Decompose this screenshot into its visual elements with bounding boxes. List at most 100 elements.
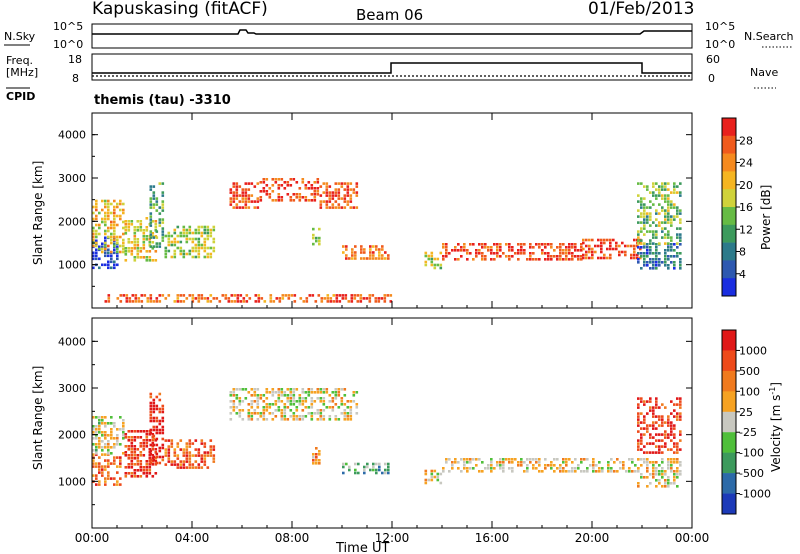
heatmap-cell (206, 297, 210, 300)
heatmap-cell (242, 297, 246, 300)
heatmap-cell (490, 246, 493, 249)
heatmap-cell (342, 245, 345, 248)
heatmap-cell (475, 252, 478, 255)
heatmap-cell (133, 472, 137, 475)
heatmap-cell (484, 243, 487, 246)
heatmap-cell (601, 470, 604, 473)
heatmap-cell (346, 203, 350, 206)
heatmap-cell (667, 209, 670, 212)
heatmap-cell (627, 244, 630, 248)
heatmap-cell (313, 190, 317, 193)
velocity-colorbar-label: Velocity [m s-1] (768, 382, 783, 472)
heatmap-cell (649, 473, 652, 476)
heatmap-cell (133, 238, 137, 241)
heatmap-cell (167, 237, 171, 241)
heatmap-cell (283, 403, 287, 406)
heatmap-cell (173, 231, 177, 235)
heatmap-cell (469, 467, 472, 470)
heatmap-cell (119, 294, 123, 297)
heatmap-cell (541, 249, 544, 252)
heatmap-cell (676, 185, 679, 188)
heatmap-cell (612, 247, 615, 251)
heatmap-cell (278, 300, 282, 303)
heatmap-cell (256, 406, 260, 409)
heatmap-cell (606, 238, 609, 242)
heatmap-cell (154, 226, 158, 229)
heatmap-cell (652, 467, 655, 470)
heatmap-cell (676, 206, 679, 209)
heatmap-cell (155, 395, 159, 399)
heatmap-cell (646, 467, 649, 470)
colorbar-swatch (722, 224, 736, 243)
heatmap-cell (652, 258, 655, 261)
heatmap-cell (244, 197, 248, 200)
heatmap-cell (631, 458, 634, 461)
heatmap-cell (221, 294, 225, 297)
heatmap-cell (667, 264, 670, 267)
heatmap-cell (369, 257, 372, 260)
heatmap-cell (315, 239, 318, 243)
heatmap-cell (319, 409, 323, 412)
heatmap-cell (104, 483, 107, 486)
heatmap-cell (334, 206, 338, 209)
power-panel-frame (91, 112, 693, 309)
heatmap-cell (591, 238, 594, 242)
heatmap-cell (670, 243, 673, 246)
heatmap-cell (496, 461, 499, 464)
heatmap-cell (148, 241, 152, 244)
heatmap-cell (325, 200, 329, 203)
heatmap-cell (622, 461, 625, 464)
heatmap-cell (98, 419, 101, 422)
heatmap-cell (640, 442, 643, 445)
heatmap-cell (496, 249, 499, 252)
heatmap-cell (313, 412, 317, 415)
heatmap-cell (271, 190, 275, 193)
heatmap-cell (151, 454, 155, 457)
heatmap-cell (331, 206, 335, 209)
heatmap-cell (197, 228, 201, 232)
heatmap-cell (197, 463, 201, 466)
heatmap-cell (107, 199, 110, 203)
heatmap-cell (568, 249, 571, 252)
heatmap-cell (236, 297, 240, 300)
heatmap-cell (312, 236, 315, 240)
heatmap-cell (609, 247, 612, 251)
heatmap-cell (574, 470, 577, 473)
heatmap-cell (176, 466, 180, 469)
heatmap-cell (268, 412, 272, 415)
heatmap-cell (152, 185, 156, 188)
heatmap-cell (679, 212, 682, 215)
heatmap-cell (312, 453, 315, 456)
heatmap-cell (176, 240, 180, 244)
heatmap-cell (664, 242, 667, 245)
heatmap-cell (670, 400, 673, 403)
heatmap-cell (101, 419, 104, 422)
heatmap-cell (538, 458, 541, 461)
heatmap-cell (161, 431, 165, 435)
heatmap-cell (380, 297, 384, 300)
heatmap-cell (136, 244, 140, 247)
heatmap-cell (318, 242, 321, 246)
heatmap-cell (298, 418, 302, 421)
heatmap-cell (262, 181, 266, 184)
heatmap-cell (649, 267, 652, 270)
heatmap-cell (227, 297, 231, 300)
heatmap-cell (676, 209, 679, 212)
heatmap-cell (230, 300, 234, 303)
heatmap-cell (679, 209, 682, 212)
heatmap-cell (655, 473, 658, 476)
heatmap-cell (508, 255, 511, 258)
heatmap-cell (332, 294, 336, 297)
heatmap-cell (553, 458, 556, 461)
heatmap-cell (673, 476, 676, 479)
heatmap-cell (155, 416, 159, 420)
heatmap-cell (280, 400, 284, 403)
heatmap-cell (298, 400, 302, 403)
heatmap-cell (484, 467, 487, 470)
heatmap-cell (341, 294, 345, 297)
heatmap-cell (253, 185, 257, 188)
heatmap-cell (127, 220, 131, 223)
heatmap-cell (104, 214, 107, 218)
heatmap-cell (442, 255, 445, 258)
heatmap-cell (230, 294, 234, 297)
